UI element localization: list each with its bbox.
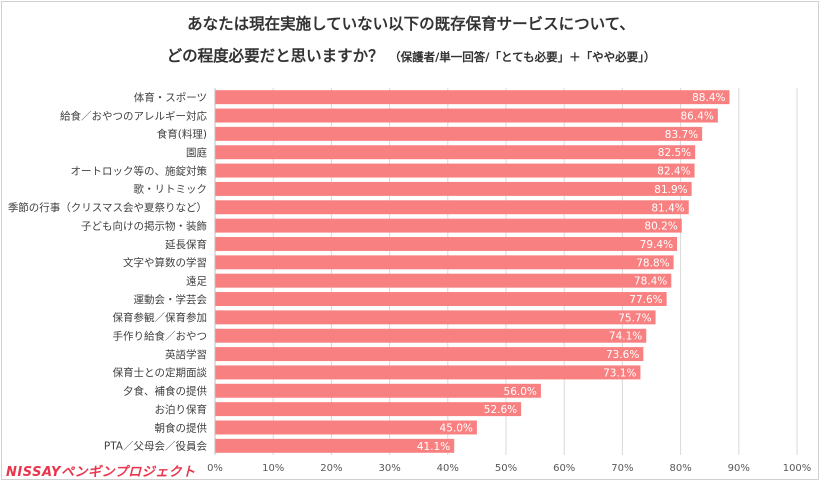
bar — [215, 365, 641, 380]
category-label: 手作り給食／おやつ — [113, 330, 208, 343]
category-label: 文字や算数の学習 — [123, 256, 207, 269]
category-label: 保育士との定期面談 — [113, 366, 208, 379]
data-label: 83.7% — [665, 129, 698, 141]
chart-title-main: どの程度必要だと思いますか？ — [166, 47, 384, 65]
bar — [215, 273, 672, 288]
data-label: 75.7% — [618, 312, 651, 324]
bar — [215, 145, 696, 160]
x-tick-label: 90% — [728, 463, 750, 474]
category-label: 運動会・学芸会 — [134, 293, 208, 306]
bar — [215, 347, 644, 362]
bar — [215, 163, 695, 178]
category-label: 延長保育 — [165, 238, 207, 251]
x-tick-label: 40% — [437, 463, 459, 474]
category-label: 体育・スポーツ — [134, 91, 207, 104]
x-tick-label: 10% — [262, 463, 284, 474]
bar — [215, 218, 682, 233]
x-tick-label: 100% — [783, 463, 812, 474]
category-label: 食育(料理) — [157, 128, 207, 141]
x-tick-label: 50% — [495, 463, 517, 474]
category-label: 園庭 — [186, 146, 207, 159]
category-label: お泊り保育 — [155, 403, 208, 416]
data-label: 81.9% — [654, 184, 687, 196]
category-label: 子ども向けの掲示物・装飾 — [81, 219, 207, 232]
category-label: 歌・リトミック — [134, 183, 208, 196]
category-label: 季節の行事（クリスマス会や夏祭りなど） — [8, 201, 207, 214]
bar — [215, 292, 667, 306]
data-label: 88.4% — [692, 92, 725, 104]
bar — [215, 420, 477, 435]
category-label: 給食／おやつのアレルギー対応 — [60, 109, 207, 122]
bar — [215, 328, 647, 343]
bar — [215, 438, 455, 453]
data-label: 74.1% — [609, 331, 642, 343]
chart-title-line-2: どの程度必要だと思いますか？ （保護者/単一回答/「とても必要」＋「やや必要」） — [0, 44, 822, 66]
x-tick-label: 70% — [611, 463, 633, 474]
bar — [215, 126, 703, 141]
data-label: 82.5% — [658, 147, 691, 159]
x-tick-label: 0% — [207, 463, 223, 474]
data-label: 78.8% — [636, 257, 669, 269]
x-tick-label: 80% — [669, 463, 691, 474]
bar — [215, 200, 689, 215]
data-label: 73.6% — [606, 349, 639, 361]
bar — [215, 383, 541, 398]
bar — [215, 310, 656, 325]
data-label: 82.4% — [657, 166, 690, 178]
bar — [215, 108, 718, 123]
bar — [215, 90, 730, 105]
data-label: 86.4% — [680, 111, 713, 123]
bar — [215, 402, 522, 417]
nissay-penguin-project-logo: NISSAYペンギンプロジェクト — [6, 465, 196, 480]
category-label: 夕食、補食の提供 — [123, 385, 207, 398]
data-label: 41.1% — [417, 441, 450, 453]
x-tick-label: 30% — [378, 463, 400, 474]
chart-title-note: （保護者/単一回答/「とても必要」＋「やや必要」） — [389, 50, 656, 64]
category-label: 英語学習 — [165, 348, 207, 361]
data-label: 80.2% — [644, 221, 677, 233]
data-label: 56.0% — [504, 386, 537, 398]
data-label: 79.4% — [640, 239, 673, 251]
data-label: 52.6% — [484, 404, 517, 416]
category-label: オートロック等の、施錠対策 — [71, 164, 208, 177]
bar — [215, 237, 678, 251]
x-tick-label: 60% — [553, 463, 575, 474]
data-label: 77.6% — [629, 294, 662, 306]
x-tick-label: 20% — [320, 463, 342, 474]
category-label: PTA／父母会／役員会 — [104, 440, 208, 453]
category-label: 朝食の提供 — [155, 421, 208, 434]
bar — [215, 181, 692, 196]
bar — [215, 255, 674, 270]
data-label: 73.1% — [603, 367, 636, 379]
data-label: 45.0% — [440, 422, 473, 434]
chart-title-line-1: あなたは現在実施していない以下の既存保育サービスについて、 — [187, 15, 635, 33]
category-label: 遠足 — [186, 274, 207, 287]
data-label: 81.4% — [651, 202, 684, 214]
category-label: 保育参観／保育参加 — [113, 311, 208, 324]
data-label: 78.4% — [634, 276, 667, 288]
